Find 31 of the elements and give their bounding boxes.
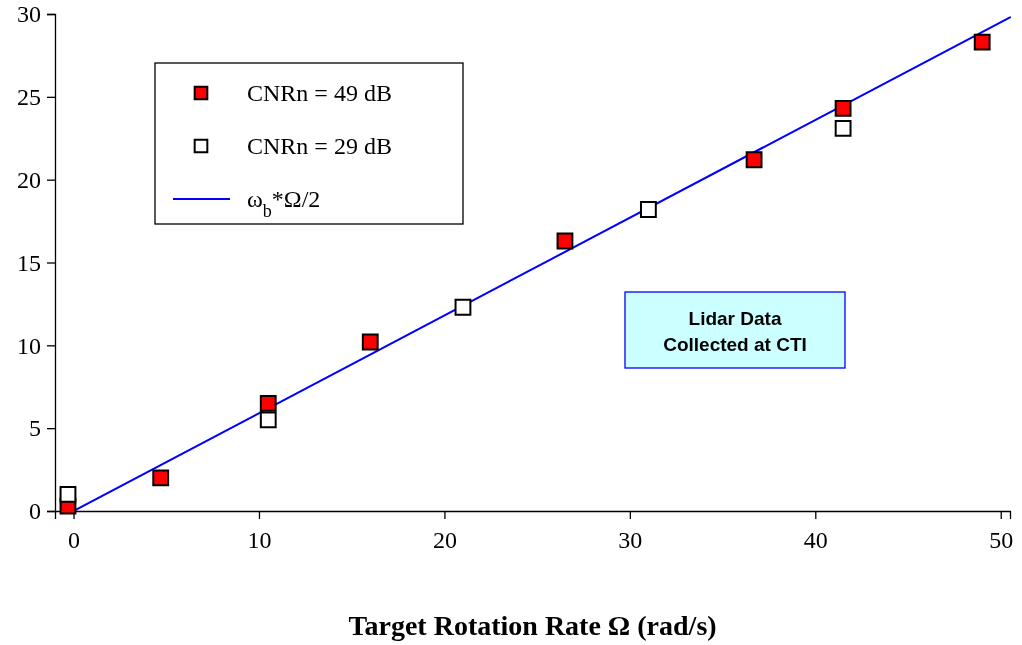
x-tick-label: 20 (432, 527, 457, 554)
x-axis-title: Target Rotation Rate Ω (rad/s) (348, 610, 717, 641)
point (834, 100, 852, 117)
x-tick-label: 40 (803, 527, 828, 554)
point (259, 394, 277, 412)
point (973, 33, 991, 51)
y-tick-label: 10 (17, 332, 41, 359)
y-tick-label: 20 (17, 166, 41, 193)
point (556, 232, 574, 250)
y-tick-label: 5 (29, 415, 41, 442)
point (59, 486, 77, 503)
point (454, 298, 472, 316)
point (152, 469, 170, 487)
y-tick-label: 0 (29, 498, 41, 525)
x-tick-label: 50 (989, 527, 1014, 554)
y-tick-label: 15 (17, 249, 41, 276)
legend-label: ω$_{b}$*Ω/2 (247, 186, 321, 221)
point (259, 411, 277, 429)
text-box: Lidar Data Collected at CTI (624, 291, 846, 369)
legend-label: CNRn = 49 dB (247, 80, 392, 106)
x-tick-label: 0 (68, 527, 81, 554)
annotation: Lidar Data Collected at CTI (663, 308, 807, 355)
y-tick-label: 30 (17, 1, 41, 28)
x-tick-label: 10 (247, 527, 272, 554)
point (361, 333, 379, 351)
point (745, 151, 763, 169)
point (639, 201, 657, 218)
point (834, 119, 852, 137)
x-tick-label: 30 (618, 527, 643, 554)
legend-label: CNRn = 29 dB (247, 133, 392, 159)
y-tick-label: 25 (17, 84, 41, 111)
